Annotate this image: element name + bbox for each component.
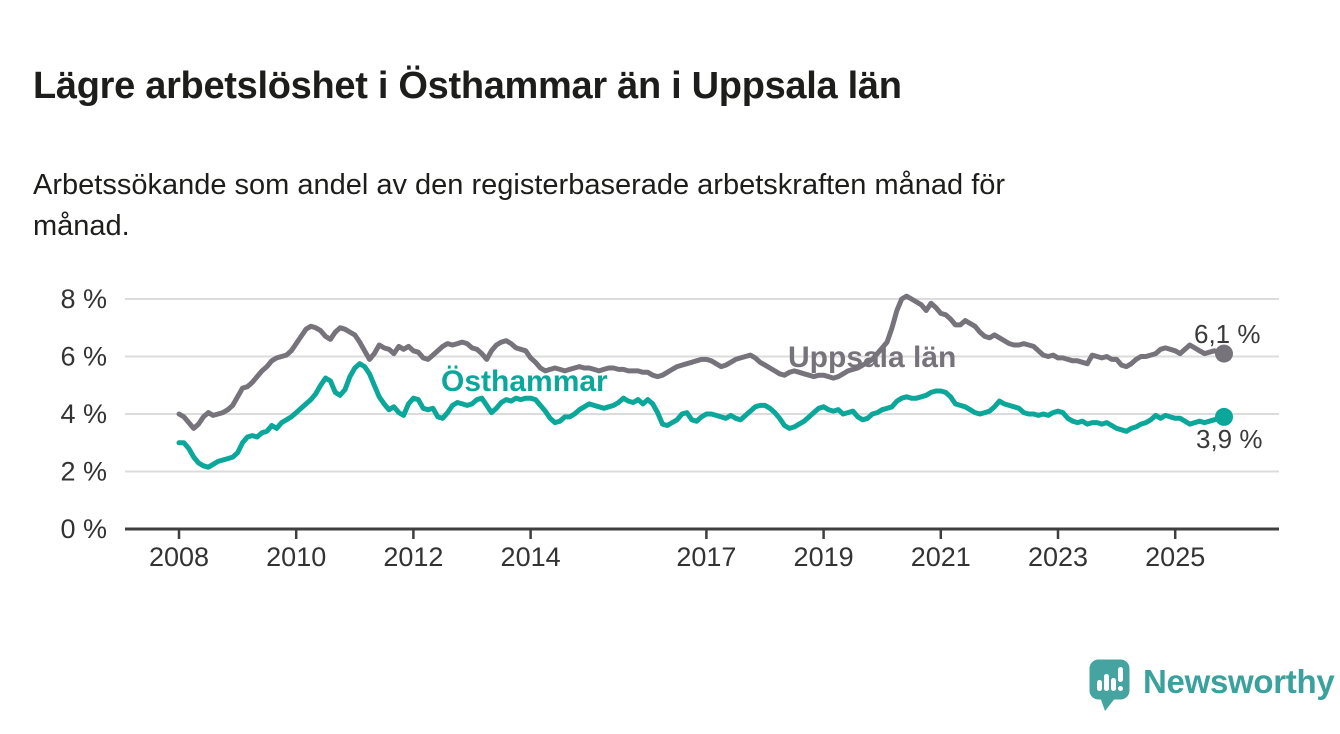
subtitle-line-1: Arbetssökande som andel av den registerb… — [33, 169, 1006, 201]
x-tick-label: 2017 — [676, 542, 736, 572]
newsworthy-logo: Newsworthy — [1089, 659, 1335, 712]
y-tick-label: 4 % — [60, 399, 107, 429]
series-label-osthammar: Östhammar — [441, 365, 608, 398]
x-tick-label: 2008 — [149, 542, 209, 572]
y-tick-label: 2 % — [60, 457, 107, 487]
subtitle-line-2: månad. — [33, 210, 130, 242]
series-line-osthammar — [176, 361, 1227, 470]
x-tick-label: 2010 — [266, 542, 326, 572]
newsworthy-wordmark: Newsworthy — [1143, 663, 1335, 700]
series-end-dot-osthammar — [1215, 407, 1233, 426]
newsworthy-bubble-chart-icon — [1089, 659, 1130, 711]
x-tick-label: 2023 — [1028, 542, 1088, 572]
page-title: Lägre arbetslöshet i Östhammar än i Upps… — [33, 65, 902, 108]
x-tick-label: 2025 — [1145, 542, 1205, 572]
end-value-label-osthammar: 3,9 % — [1196, 424, 1263, 454]
series-end-dot-uppsala-lan — [1215, 344, 1233, 363]
end-value-label-uppsala: 6,1 % — [1194, 319, 1261, 349]
chart-subtitle: Arbetssökande som andel av den registerb… — [33, 165, 1273, 247]
x-tick-label: 2021 — [911, 542, 971, 572]
y-tick-label: 8 % — [60, 284, 107, 314]
y-tick-label: 0 % — [60, 514, 107, 544]
y-tick-label: 6 % — [60, 342, 107, 372]
x-tick-label: 2012 — [383, 542, 443, 572]
x-tick-label: 2014 — [501, 542, 561, 572]
x-tick-label: 2019 — [794, 542, 854, 572]
series-label-uppsala-lan: Uppsala län — [788, 341, 957, 374]
series-line-uppsala-lan — [176, 293, 1227, 431]
